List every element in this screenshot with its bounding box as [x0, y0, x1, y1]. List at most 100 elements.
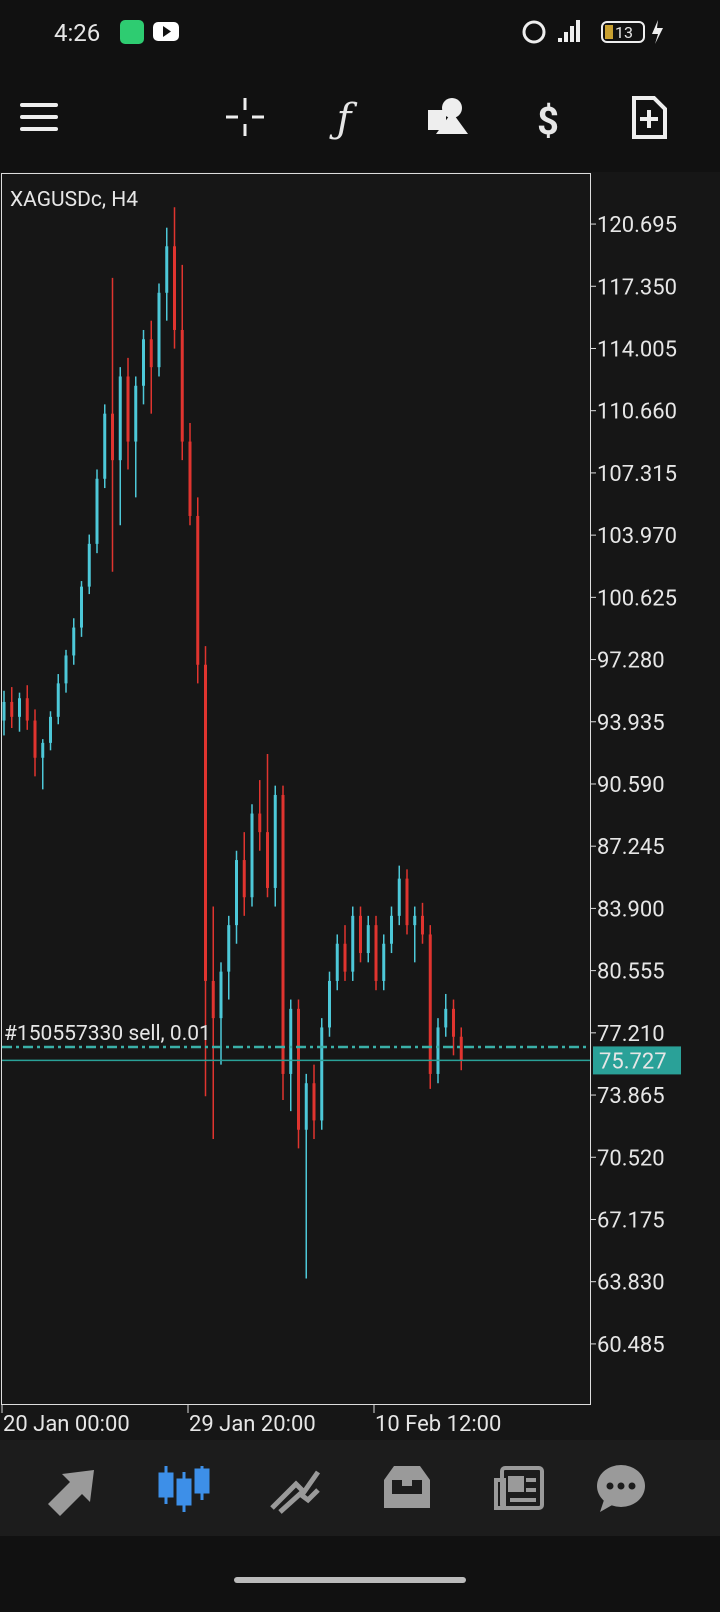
news-tab[interactable]	[494, 1466, 544, 1510]
y-tick-label: 83.900	[597, 897, 665, 922]
candle-body	[157, 292, 161, 368]
y-tick-label: 107.315	[597, 462, 677, 487]
candle-body	[18, 698, 21, 717]
candle-body	[33, 720, 37, 758]
y-tick-label: 67.175	[597, 1208, 665, 1233]
y-tick-label: 87.245	[597, 835, 665, 860]
candle-body	[444, 1008, 448, 1028]
candle-body	[428, 934, 432, 1074]
order-label: #150557330 sell, 0.01	[4, 1022, 211, 1046]
candle-body	[405, 878, 409, 926]
y-tick-label: 110.660	[597, 400, 677, 425]
candle-body	[366, 925, 370, 954]
candle-body	[173, 246, 176, 330]
trade-tab[interactable]	[270, 1470, 321, 1514]
x-tick-label: 10 Feb 12:00	[375, 1412, 501, 1437]
candle-body	[165, 246, 169, 293]
y-tick-label: 117.350	[597, 275, 677, 300]
plot-frame	[1, 173, 591, 1405]
candle-body	[95, 478, 99, 544]
candle-body	[459, 1036, 463, 1061]
candle-body	[126, 376, 130, 442]
battery-outline	[601, 21, 645, 43]
candle-body	[351, 915, 355, 972]
candle-body	[134, 385, 138, 442]
clock: 4:26	[54, 19, 100, 47]
candle-body	[382, 943, 386, 981]
candle-body	[196, 515, 200, 665]
x-tick-label: 29 Jan 20:00	[189, 1412, 316, 1437]
candle-body	[297, 1008, 300, 1130]
candle-body	[142, 339, 145, 386]
y-tick-label: 97.280	[597, 649, 665, 674]
y-tick-label: 77.210	[597, 1022, 665, 1047]
trade-button[interactable]: $	[537, 100, 559, 144]
battery-percent: 13	[615, 23, 633, 42]
charging-icon	[652, 20, 663, 44]
candle-body	[397, 878, 401, 916]
y-tick-label: 114.005	[597, 337, 677, 362]
candle-body	[211, 980, 215, 1019]
quotes-tab[interactable]	[48, 1470, 94, 1516]
candle-body	[149, 339, 153, 368]
chat-tab[interactable]	[597, 1465, 645, 1512]
x-tick-label: 20 Jan 00:00	[3, 1412, 130, 1437]
candle-body	[374, 925, 378, 981]
battery-level	[605, 25, 613, 39]
candle-body	[10, 701, 14, 717]
y-tick-label: 73.865	[597, 1084, 665, 1109]
candle-body	[87, 543, 91, 587]
candle-body	[328, 980, 331, 1028]
candle-body	[227, 925, 231, 972]
candle-body	[242, 860, 246, 898]
candle-body	[335, 943, 339, 981]
candle-body	[2, 701, 6, 721]
crosshair-button[interactable]	[226, 98, 264, 136]
candle-body	[421, 915, 424, 935]
y-tick-label: 100.625	[597, 586, 677, 611]
candle-body	[281, 794, 285, 1074]
candle-body	[180, 329, 184, 442]
candle-body	[343, 943, 347, 972]
y-tick-label: 60.485	[597, 1333, 665, 1358]
candle-body	[312, 1083, 316, 1121]
history-tab[interactable]	[384, 1466, 430, 1508]
candle-body	[219, 971, 223, 1019]
candle-body	[25, 698, 29, 721]
y-tick-label: 63.830	[597, 1271, 665, 1296]
youtube-play	[163, 26, 171, 37]
price-tag-label: 75.727	[599, 1049, 667, 1074]
chart-title: XAGUSDc, H4	[10, 188, 138, 212]
candle-body	[452, 1008, 455, 1037]
candle-body	[436, 1027, 440, 1074]
plot: 120.695 117.350 114.005 110.660 107.315 103.9…	[1, 207, 681, 1437]
candle-body	[320, 1027, 324, 1121]
y-tick-label: 103.970	[597, 524, 677, 549]
candle-body	[289, 1008, 293, 1074]
candle-body	[80, 586, 83, 628]
battery-app-icon	[120, 20, 144, 44]
candle-body	[118, 376, 122, 461]
y-tick-label: 90.590	[597, 773, 665, 798]
candle-body	[359, 915, 362, 954]
candle-body	[56, 683, 60, 717]
new-order-button[interactable]	[632, 96, 667, 139]
candle-body	[64, 655, 68, 684]
candle-body	[49, 716, 52, 743]
menu-button[interactable]	[20, 103, 58, 131]
candle-body	[41, 742, 45, 758]
candle-body	[72, 627, 76, 656]
alarm-icon	[522, 20, 546, 44]
candle-body	[103, 413, 107, 479]
y-tick-label: 70.520	[597, 1146, 665, 1171]
y-tick-label: 93.935	[597, 711, 665, 736]
candle-body	[258, 813, 262, 833]
candle-body	[111, 413, 114, 461]
candle-body	[273, 794, 277, 888]
chart-tab[interactable]	[158, 1466, 210, 1512]
objects-button[interactable]	[428, 98, 468, 134]
candle-body	[188, 441, 192, 516]
candle-body	[250, 813, 254, 898]
candle-body	[235, 860, 238, 926]
